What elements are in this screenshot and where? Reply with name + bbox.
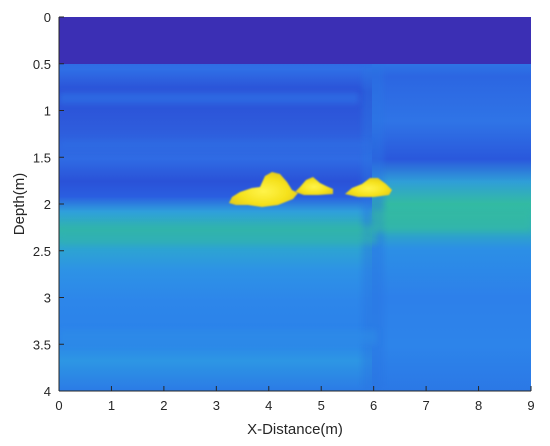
x-ticks: 0 1 2 3 4 5 6 7 8 9: [55, 386, 535, 413]
y-tick-label: 2.5: [33, 244, 51, 259]
band: [59, 330, 377, 344]
x-tick-label: 4: [265, 398, 272, 413]
y-tick-label: 0: [44, 10, 51, 25]
y-tick-label: 2: [44, 197, 51, 212]
y-tick-label: 1.5: [33, 150, 51, 165]
y-ticks: 0 0.5 1 1.5 2 2.5 3 3.5 4: [33, 10, 64, 399]
x-tick-label: 5: [318, 398, 325, 413]
y-tick-label: 3.5: [33, 337, 51, 352]
anomaly-3: [345, 178, 392, 197]
y-tick-label: 1: [44, 104, 51, 119]
axes: 0 1 2 3 4 5 6 7 8 9 0 0.5 1 1.5 2 2.5 3 3.5 4: [33, 10, 535, 413]
anomaly-1: [229, 172, 298, 207]
x-tick-label: 9: [527, 398, 534, 413]
y-tick-label: 3: [44, 291, 51, 306]
x-tick-label: 8: [475, 398, 482, 413]
x-tick-label: 3: [213, 398, 220, 413]
band: [59, 92, 359, 104]
anomaly-2: [295, 177, 333, 195]
air-layer: [59, 17, 531, 64]
band: [59, 140, 369, 150]
y-axis-label: Depth(m): [11, 173, 28, 236]
x-tick-label: 2: [160, 398, 167, 413]
band: [59, 226, 377, 244]
x-tick-label: 0: [55, 398, 62, 413]
y-tick-label: 4: [44, 384, 51, 399]
band: [372, 210, 531, 232]
heatmap-plot: [59, 17, 531, 391]
section-right: [372, 17, 531, 391]
y-tick-label: 0.5: [33, 57, 51, 72]
x-tick-label: 6: [370, 398, 377, 413]
x-axis-label: X-Distance(m): [247, 421, 343, 438]
x-tick-label: 1: [108, 398, 115, 413]
section-left: [59, 17, 377, 391]
x-tick-label: 7: [422, 398, 429, 413]
